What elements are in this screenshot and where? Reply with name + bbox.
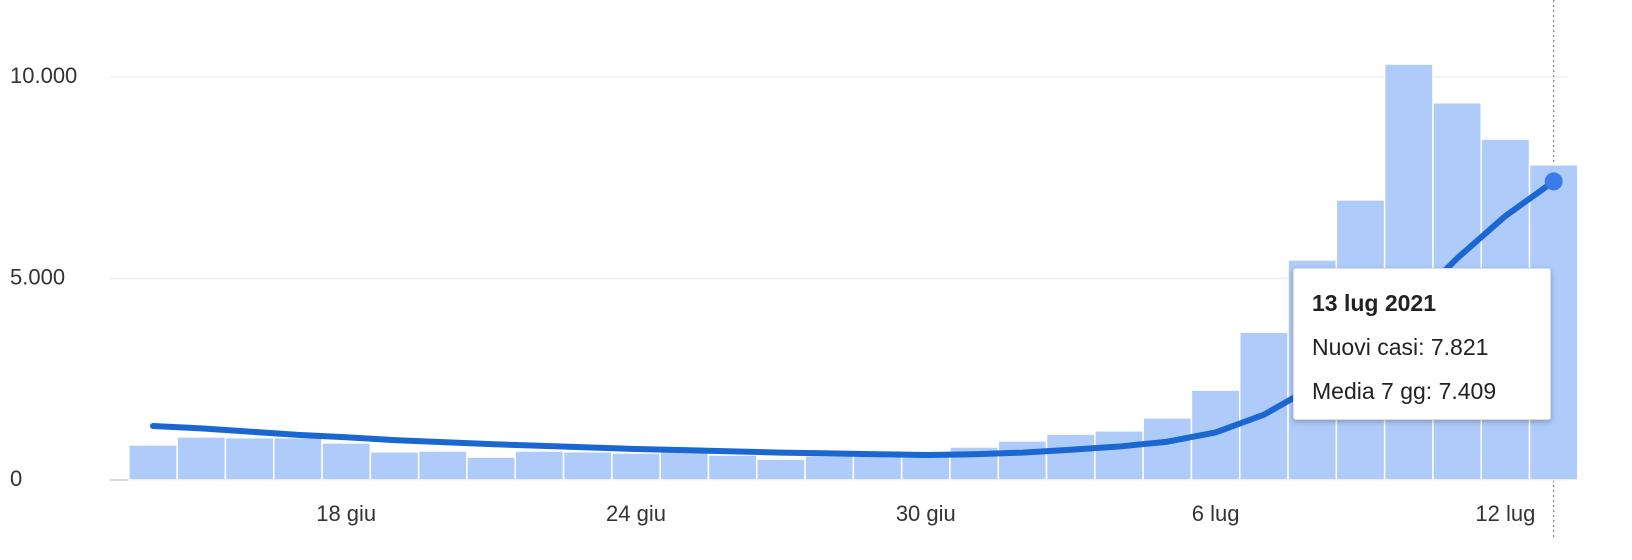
y-tick-label: 5.000 [10, 264, 65, 289]
bar [176, 436, 227, 481]
bar [369, 451, 420, 481]
tooltip-title: 13 lug 2021 [1312, 290, 1437, 316]
tooltip-line: Nuovi casi: 7.821 [1312, 334, 1489, 360]
bar [417, 450, 468, 481]
bar [756, 458, 806, 481]
bar [804, 455, 855, 481]
x-tick-label: 12 lug [1475, 501, 1535, 526]
bar [224, 436, 275, 481]
bar [466, 456, 517, 481]
bar [1094, 430, 1144, 481]
y-tick-label: 0 [10, 466, 22, 491]
bar [852, 455, 903, 481]
bar [900, 453, 951, 481]
line-point [1544, 172, 1563, 191]
bar [1239, 331, 1289, 481]
bar [611, 452, 661, 481]
bar [514, 450, 565, 481]
bar [1142, 417, 1193, 481]
tooltip: 13 lug 2021 Nuovi casi: 7.821 Media 7 gg… [1293, 268, 1551, 420]
bar [273, 436, 323, 481]
x-tick-label: 6 lug [1192, 501, 1240, 526]
x-tick-label: 18 giu [316, 501, 376, 526]
bar [997, 440, 1048, 481]
bar [1045, 433, 1096, 481]
bar [659, 451, 710, 481]
y-tick-label: 10.000 [10, 63, 77, 88]
tooltip-line: Media 7 gg: 7.409 [1312, 378, 1497, 404]
bar [128, 444, 178, 481]
x-tick-label: 24 giu [606, 501, 666, 526]
bar [562, 451, 613, 481]
bar [321, 442, 372, 481]
x-tick-label: 30 giu [896, 501, 956, 526]
bar [707, 454, 758, 481]
